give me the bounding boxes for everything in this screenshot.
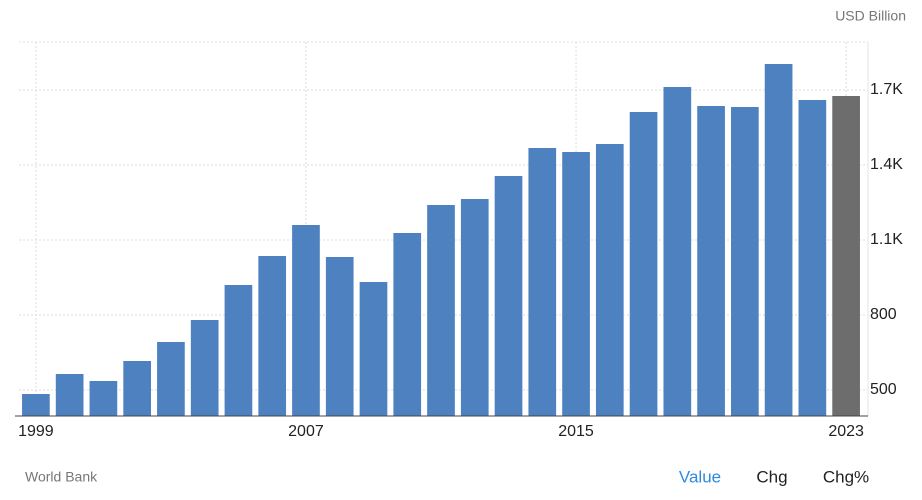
bar	[224, 285, 253, 416]
bar	[157, 342, 185, 416]
bar	[123, 361, 152, 416]
bar	[325, 257, 354, 416]
bar	[629, 112, 658, 416]
x-tick-label: 1999	[18, 423, 54, 440]
x-tick-label: 2023	[828, 423, 864, 440]
bar	[494, 176, 523, 416]
bar	[89, 381, 118, 416]
y-tick-label: 1.1K	[870, 231, 903, 248]
bar	[730, 107, 759, 416]
bar	[427, 205, 455, 416]
bar	[764, 64, 793, 416]
y-tick-label: 1.4K	[870, 156, 903, 173]
bar	[359, 282, 388, 416]
bar	[528, 148, 557, 416]
y-tick-label: 800	[870, 306, 897, 323]
unit-label: USD Billion	[835, 8, 906, 24]
bar	[562, 152, 590, 416]
bar	[190, 320, 219, 416]
tab-value[interactable]: Value	[679, 467, 721, 486]
bar	[595, 144, 624, 416]
bar	[55, 374, 84, 416]
y-tick-label: 1.7K	[870, 81, 903, 98]
bar	[697, 106, 725, 416]
bar	[393, 233, 422, 416]
bar	[258, 256, 287, 416]
bar	[663, 87, 692, 416]
tab-chg-pct[interactable]: Chg%	[823, 467, 869, 486]
x-tick-label: 2015	[558, 423, 594, 440]
tab-chg[interactable]: Chg	[756, 467, 787, 486]
y-tick-label: 500	[870, 381, 897, 398]
bar	[292, 225, 320, 416]
source-label: World Bank	[25, 469, 98, 485]
bar	[832, 96, 860, 416]
bar	[798, 100, 827, 416]
x-tick-label: 2007	[288, 423, 324, 440]
bar	[460, 199, 489, 416]
bar	[22, 394, 50, 416]
